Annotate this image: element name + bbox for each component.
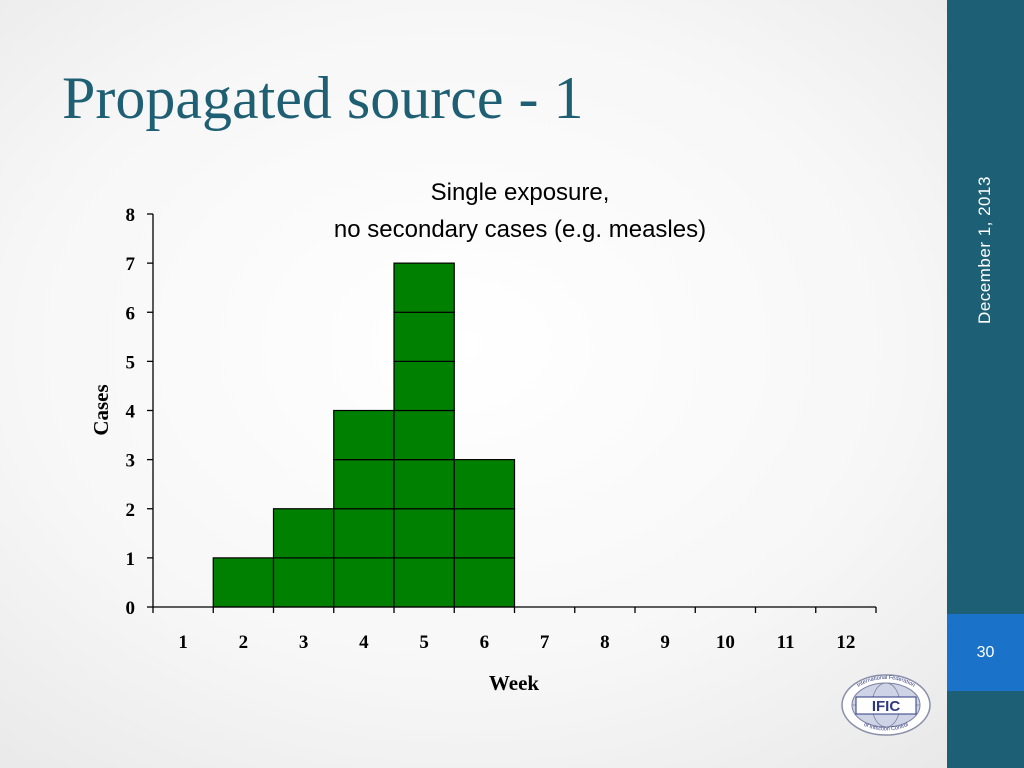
- y-axis-label: Cases: [89, 384, 113, 435]
- x-tick-label: 6: [480, 632, 490, 653]
- slide-title: Propagated source - 1: [62, 65, 584, 131]
- x-tick-label: 10: [716, 632, 735, 653]
- bar-week-5: [393, 262, 455, 608]
- bar-cell: [453, 557, 516, 608]
- x-tick-label: 12: [836, 632, 855, 653]
- y-tick-label: 6: [126, 303, 136, 324]
- svg-text:of Infection Control: of Infection Control: [863, 722, 910, 733]
- bar-cell: [393, 262, 455, 313]
- y-tick-label: 8: [126, 205, 136, 226]
- y-tick-label: 0: [126, 598, 136, 619]
- bar-cell: [272, 557, 335, 608]
- x-tick-label: 4: [359, 632, 369, 653]
- x-axis-label: Week: [489, 671, 539, 695]
- bar-week-2: [212, 557, 275, 608]
- bar-cell: [453, 459, 516, 510]
- bar-cell: [393, 557, 455, 608]
- slide-date: December 1, 2013: [975, 176, 994, 324]
- x-tick-label: 5: [419, 632, 429, 653]
- logo-text: IFIC: [872, 698, 900, 715]
- bar-week-6: [453, 459, 516, 608]
- bars-group: [212, 262, 516, 608]
- bar-cell: [393, 459, 455, 510]
- x-tick-label: 3: [299, 632, 309, 653]
- x-tick-label: 7: [540, 632, 550, 653]
- ific-logo: IFIC International Federation of Infecti…: [841, 674, 931, 736]
- page-number: 30: [976, 643, 995, 661]
- bar-cell: [453, 508, 516, 559]
- bar-cell: [333, 508, 395, 559]
- x-tick-label: 1: [178, 632, 188, 653]
- x-tick-label: 11: [777, 632, 795, 653]
- epidemic-curve-chart: Single exposure, no secondary cases (e.g…: [89, 179, 877, 695]
- y-tick-label: 4: [126, 402, 136, 423]
- x-tick-label: 8: [600, 632, 610, 653]
- y-tick-label: 3: [126, 451, 136, 472]
- y-tick-label: 7: [126, 254, 136, 275]
- y-tick-label: 2: [126, 500, 136, 521]
- bar-cell: [393, 360, 455, 412]
- bar-cell: [333, 557, 395, 608]
- bar-cell: [393, 311, 455, 362]
- logo-arc-bottom: of Infection Control: [863, 722, 910, 733]
- y-tick-label: 5: [126, 352, 136, 373]
- x-tick-label: 9: [660, 632, 670, 653]
- bar-week-3: [272, 508, 335, 608]
- bar-cell: [393, 409, 455, 461]
- bar-cell: [393, 508, 455, 559]
- bar-cell: [333, 409, 395, 461]
- bar-cell: [272, 508, 335, 559]
- page-number-badge: 30: [947, 614, 1024, 691]
- chart-title-line-2: no secondary cases (e.g. measles): [334, 216, 706, 243]
- y-tick-label: 1: [126, 549, 136, 570]
- bar-cell: [212, 557, 275, 608]
- bar-week-4: [333, 409, 395, 608]
- bar-cell: [333, 459, 395, 510]
- chart-title-line-1: Single exposure,: [431, 179, 610, 206]
- x-tick-label: 2: [239, 632, 249, 653]
